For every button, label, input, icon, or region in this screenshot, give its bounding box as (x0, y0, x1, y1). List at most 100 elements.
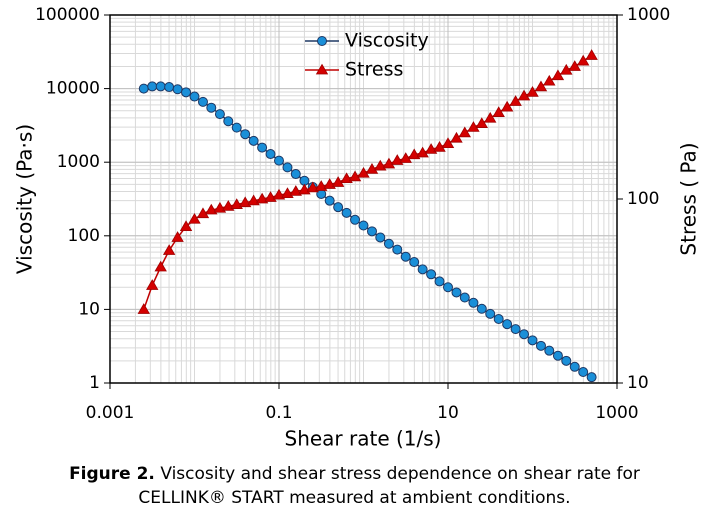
marker (543, 74, 556, 86)
marker (560, 63, 573, 75)
marker (164, 82, 175, 93)
marker (138, 83, 149, 94)
marker (248, 135, 259, 146)
marker (257, 142, 268, 153)
marker (155, 81, 166, 92)
marker (333, 202, 344, 213)
x-tick-label: 10 (437, 403, 459, 423)
marker (475, 117, 488, 128)
marker (196, 207, 210, 219)
marker (341, 207, 352, 218)
marker (137, 303, 150, 314)
marker (189, 91, 200, 102)
marker (500, 100, 514, 112)
x-tick-label: 1000 (595, 403, 638, 423)
marker (399, 152, 412, 163)
marker (206, 102, 217, 113)
marker (223, 116, 234, 127)
marker (409, 257, 420, 268)
marker (240, 129, 251, 140)
marker (348, 170, 362, 182)
marker (458, 126, 471, 138)
marker (147, 81, 158, 92)
marker (324, 195, 335, 206)
y-tick-label: 10000 (46, 79, 100, 99)
x-axis-label: Shear rate (1/s) (285, 427, 442, 451)
marker (527, 335, 538, 346)
marker (468, 297, 479, 308)
marker (467, 121, 480, 132)
marker (493, 314, 504, 325)
y-tick-label: 1000 (57, 152, 100, 172)
marker (282, 162, 293, 173)
marker (383, 238, 394, 249)
caption-label: Figure 2. (69, 464, 155, 484)
marker (365, 163, 379, 174)
marker (357, 166, 370, 178)
marker (519, 329, 530, 340)
marker (578, 367, 589, 378)
marker (551, 69, 565, 81)
marker (247, 194, 260, 206)
y-tick-label: 10 (78, 299, 100, 319)
marker (272, 188, 286, 200)
marker (238, 196, 252, 208)
x-tick-label: 0.001 (86, 403, 135, 423)
marker (230, 198, 243, 209)
marker (290, 169, 301, 180)
chart: Shear rate (1/s) Viscosity (Pa·s) Stress… (13, 5, 701, 451)
marker (569, 361, 580, 372)
y2-tick-label: 10 (627, 373, 649, 393)
marker (205, 203, 218, 215)
marker (443, 282, 453, 293)
marker (222, 200, 235, 211)
marker (179, 220, 193, 231)
legend-label: Stress (345, 59, 403, 81)
marker (274, 155, 284, 166)
marker (231, 122, 242, 133)
y2-tick-label: 1000 (627, 5, 670, 25)
marker (502, 319, 513, 330)
marker (366, 226, 377, 237)
marker (154, 260, 167, 272)
marker (417, 264, 428, 275)
marker (535, 340, 546, 351)
marker (255, 192, 269, 204)
marker (392, 244, 403, 255)
marker (407, 148, 421, 160)
marker (576, 54, 590, 66)
marker (358, 220, 369, 231)
marker (485, 308, 496, 319)
marker (214, 109, 225, 120)
marker (188, 212, 201, 224)
marker (459, 292, 470, 303)
marker (400, 251, 411, 262)
marker (451, 287, 462, 298)
marker (568, 60, 581, 71)
marker (517, 89, 531, 101)
marker (416, 146, 429, 158)
marker (171, 231, 184, 242)
plot-frame (109, 14, 618, 384)
marker (544, 345, 555, 356)
marker (510, 324, 521, 335)
marker (526, 86, 539, 97)
marker (433, 140, 446, 152)
marker (534, 80, 548, 92)
y2-tick-label: 100 (627, 189, 659, 209)
x-tick-label: 0.1 (265, 403, 292, 423)
legend-label: Viscosity (345, 30, 429, 52)
y-tick-label: 100 (68, 226, 100, 246)
legend-marker (317, 36, 327, 46)
marker (509, 95, 522, 106)
marker (375, 232, 386, 243)
marker (340, 172, 353, 184)
marker (382, 157, 396, 169)
marker (146, 279, 159, 290)
marker (585, 49, 598, 60)
marker (476, 303, 487, 314)
marker (172, 84, 183, 95)
marker (331, 176, 345, 187)
marker (561, 355, 572, 366)
